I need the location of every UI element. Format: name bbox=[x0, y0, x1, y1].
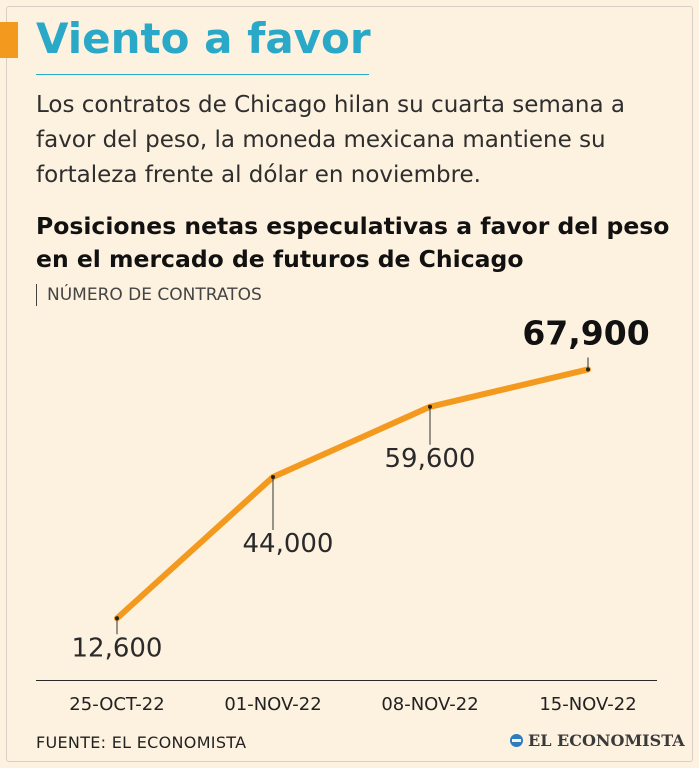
source-note: FUENTE: EL ECONOMISTA bbox=[36, 733, 247, 752]
brand-logo: EL ECONOMISTA bbox=[510, 731, 685, 750]
accent-bar bbox=[0, 22, 18, 58]
data-point bbox=[115, 616, 119, 621]
x-tick-label: 08-NOV-22 bbox=[381, 694, 479, 715]
data-label: 44,000 bbox=[243, 529, 334, 559]
chart-title: Posiciones netas especulativas a favor d… bbox=[36, 212, 670, 273]
x-axis-line bbox=[36, 680, 657, 681]
y-axis-label: NÚMERO DE CONTRATOS bbox=[47, 285, 262, 305]
data-point bbox=[586, 367, 590, 372]
card-frame bbox=[6, 6, 693, 762]
subtitle-bar bbox=[36, 284, 37, 306]
data-point bbox=[428, 404, 432, 409]
logo-icon bbox=[510, 734, 523, 747]
title-underline bbox=[36, 74, 369, 75]
logo-text: EL ECONOMISTA bbox=[528, 731, 685, 750]
data-label: 59,600 bbox=[385, 444, 476, 474]
chart-subtitle: NÚMERO DE CONTRATOS bbox=[36, 284, 262, 306]
page-title: Viento a favor bbox=[36, 14, 371, 63]
series-line bbox=[114, 366, 591, 622]
data-point bbox=[271, 475, 275, 479]
x-tick-label: 01-NOV-22 bbox=[224, 694, 322, 715]
data-label: 12,600 bbox=[72, 633, 163, 663]
intro-text: Los contratos de Chicago hilan su cuarta… bbox=[36, 92, 625, 188]
x-tick-label: 15-NOV-22 bbox=[539, 694, 637, 715]
x-tick-label: 25-OCT-22 bbox=[69, 694, 165, 715]
data-label: 67,900 bbox=[522, 313, 649, 352]
